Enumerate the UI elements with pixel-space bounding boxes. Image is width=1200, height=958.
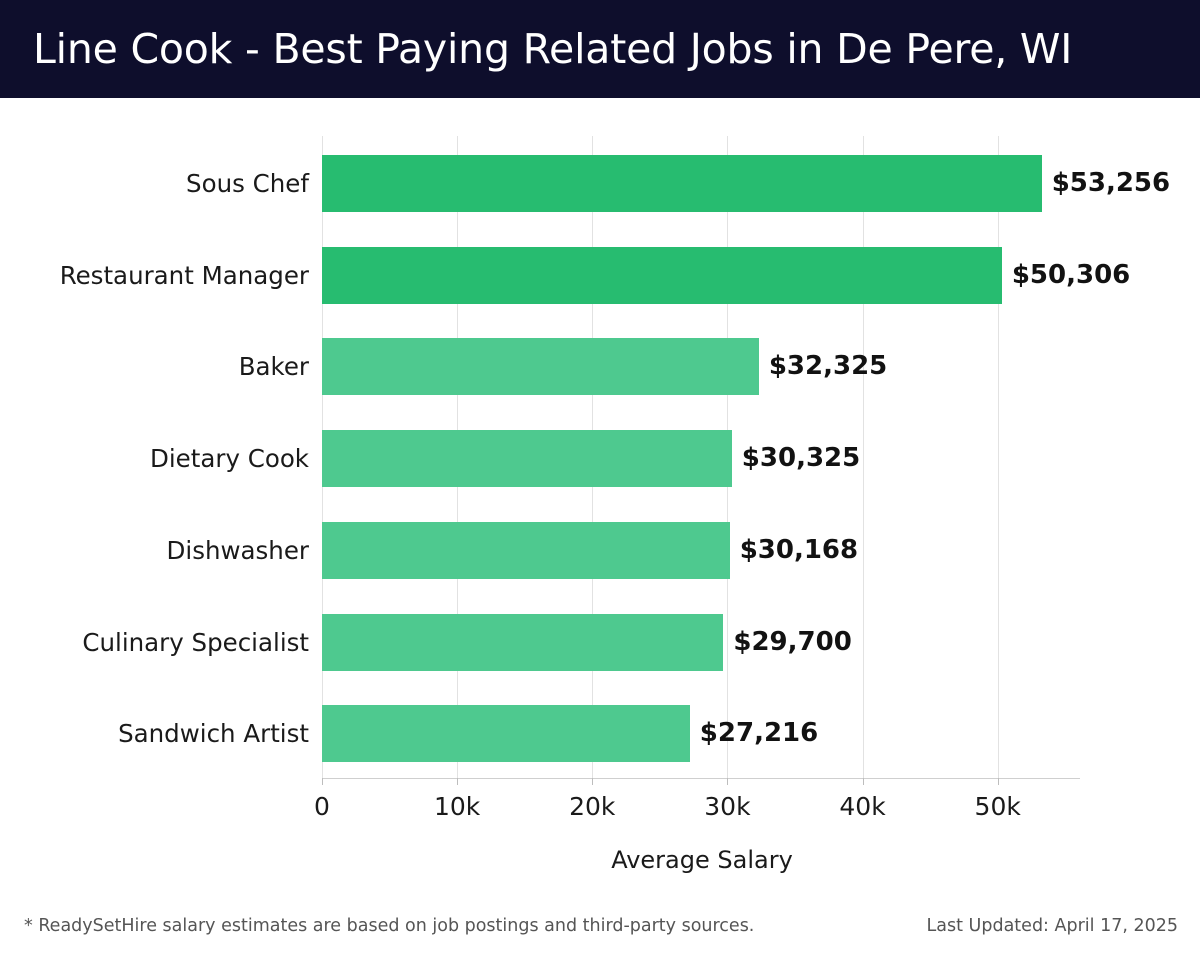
bar-value-label: $29,700 — [733, 626, 852, 657]
bar-value-label: $27,216 — [699, 718, 819, 749]
bar-row[interactable]: Culinary Specialist $29,700 — [0, 613, 1200, 671]
x-tick-label: 40k — [839, 792, 886, 821]
bar-value-label: $30,168 — [739, 534, 859, 565]
header-band: Line Cook - Best Paying Related Jobs in … — [0, 0, 1200, 98]
x-axis-line — [322, 778, 1080, 779]
bar-row[interactable]: Sous Chef $53,256 — [0, 155, 1200, 212]
bar-value-label: $32,325 — [768, 351, 888, 382]
bar-row[interactable]: Restaurant Manager $50,306 — [0, 246, 1200, 304]
x-gridline — [862, 136, 864, 778]
x-tick-mark — [592, 778, 594, 785]
category-label: Dishwasher — [166, 535, 309, 565]
bar-value-label: $53,256 — [1051, 168, 1171, 198]
x-tick-mark — [727, 778, 729, 785]
bar[interactable] — [322, 430, 732, 488]
bar-value-label: $50,306 — [1011, 259, 1131, 290]
page-title: Line Cook - Best Paying Related Jobs in … — [33, 25, 1073, 73]
footer-last-updated: Last Updated: April 17, 2025 — [926, 916, 1178, 936]
bar[interactable] — [322, 521, 730, 579]
category-label: Culinary Specialist — [82, 627, 309, 657]
footer-disclaimer: * ReadySetHire salary estimates are base… — [24, 916, 755, 936]
x-tick-label: 0 — [314, 792, 330, 821]
bar-row[interactable]: Sandwich Artist $27,216 — [0, 705, 1200, 763]
x-tick-mark — [457, 778, 459, 785]
bar-row[interactable]: Baker $32,325 — [0, 338, 1200, 396]
category-label: Sandwich Artist — [118, 719, 309, 749]
x-tick-label: 10k — [433, 792, 481, 821]
footer: * ReadySetHire salary estimates are base… — [0, 908, 1200, 958]
x-tick-mark — [322, 778, 323, 785]
x-tick-label: 20k — [569, 792, 616, 821]
x-tick-label: 50k — [974, 792, 1021, 821]
x-gridline — [997, 136, 999, 778]
category-label: Dietary Cook — [150, 444, 309, 474]
x-tick-mark — [997, 778, 999, 785]
bar[interactable] — [322, 155, 1042, 212]
bar-row[interactable]: Dietary Cook $30,325 — [0, 430, 1200, 488]
x-tick-mark — [862, 778, 864, 785]
x-axis-title: Average Salary — [611, 846, 793, 874]
plot-area: 0 10k 20k 30k 40k 50k Sous Chef $53,256 Restaura… — [0, 98, 1200, 888]
bar[interactable] — [322, 705, 690, 763]
bar[interactable] — [322, 613, 724, 671]
x-tick-label: 30k — [704, 792, 751, 821]
bar-value-label: $30,325 — [741, 443, 861, 474]
bar[interactable] — [322, 246, 1002, 304]
category-label: Baker — [238, 352, 309, 382]
bar[interactable] — [322, 338, 759, 396]
category-label: Restaurant Manager — [59, 260, 309, 290]
category-label: Sous Chef — [186, 169, 309, 198]
bar-row[interactable]: Dishwasher $30,168 — [0, 521, 1200, 579]
chart-container: 0 10k 20k 30k 40k 50k Sous Chef $53,256 Restaura… — [0, 98, 1200, 888]
